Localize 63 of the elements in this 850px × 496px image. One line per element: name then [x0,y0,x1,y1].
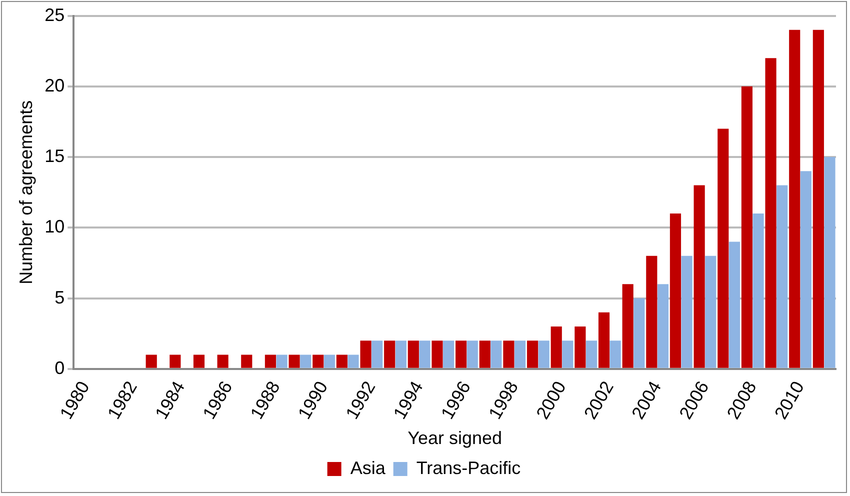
bar [241,354,252,368]
bar [789,30,800,368]
y-tick-label: 25 [44,4,65,25]
bar [812,30,824,368]
bar [657,284,669,368]
bar [146,354,157,368]
bar [312,354,324,368]
bar [503,340,514,368]
bar [550,326,562,368]
y-tick-label: 5 [54,287,65,308]
bar [728,242,740,368]
bar [598,312,610,368]
legend-label: Asia [350,458,386,478]
bar [681,256,692,368]
bar [765,58,776,368]
y-tick-label: 10 [44,216,65,237]
bar [824,157,836,368]
x-axis-title: Year signed [408,428,502,448]
bar [466,340,478,368]
bar [646,256,658,368]
bar [490,340,502,368]
bar [479,340,490,368]
bar [324,354,335,368]
y-tick-label: 20 [44,75,65,96]
bar [670,214,682,368]
bar [336,354,348,368]
bar [443,340,454,368]
bar [586,340,598,368]
bar [514,340,526,368]
bar [634,298,645,368]
bar [372,340,383,368]
bar [360,340,372,368]
y-tick-label: 15 [44,146,65,166]
bar [170,354,181,368]
bar [419,340,430,368]
bar [217,354,228,368]
bar [193,354,205,368]
bar [538,340,550,368]
bar [800,171,812,368]
bar [574,326,586,368]
bar [408,340,419,368]
bar [348,354,359,368]
bar [264,354,276,368]
bar [288,354,300,368]
bar [276,354,288,368]
bar [622,284,634,368]
bar [610,340,621,368]
bar [300,354,312,368]
bar [705,256,716,368]
bar [741,86,752,368]
bar [694,185,705,368]
bar [456,340,467,368]
bar [432,340,443,368]
bar [562,340,574,368]
bar [526,340,538,368]
bar [395,340,406,368]
legend-label: Trans-Pacific [416,458,521,478]
y-tick-label: 0 [54,358,65,378]
bar [384,340,396,368]
bar [718,128,729,368]
bar [776,185,788,368]
y-axis-title: Number of agreements [16,100,36,284]
bar [752,214,764,368]
